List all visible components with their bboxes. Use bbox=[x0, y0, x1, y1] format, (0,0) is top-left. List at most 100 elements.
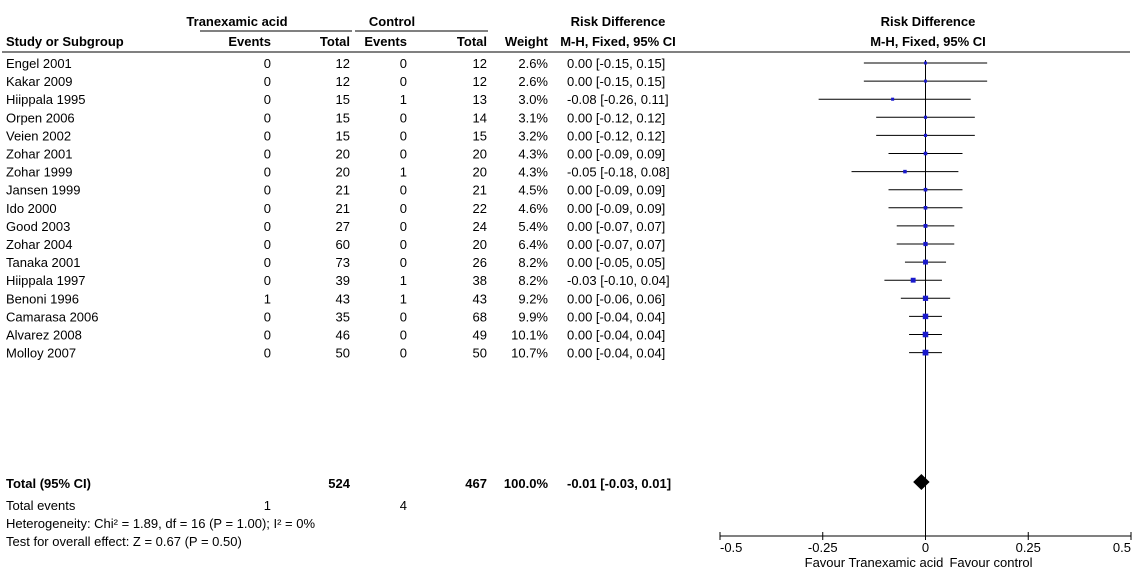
events-2: 0 bbox=[400, 74, 407, 89]
table-row: Engel 2001 0 12 0 12 2.6% 0.00 [-0.15, 0.15] bbox=[6, 56, 665, 71]
total-2: 38 bbox=[473, 273, 487, 288]
table-row: Tanaka 2001 0 73 0 26 8.2% 0.00 [-0.05, 0.05] bbox=[6, 255, 665, 270]
events-1: 0 bbox=[264, 165, 271, 180]
study-rows: Engel 2001 0 12 0 12 2.6% 0.00 [-0.15, 0.15]Ka… bbox=[6, 56, 670, 361]
point-estimate bbox=[903, 169, 907, 174]
events-1: 0 bbox=[264, 346, 271, 361]
weight: 10.7% bbox=[511, 346, 548, 361]
total-2: 12 bbox=[473, 56, 487, 71]
header-rd-title: Risk Difference bbox=[571, 14, 666, 29]
header-weight: Weight bbox=[505, 34, 549, 49]
total-1: 12 bbox=[336, 56, 350, 71]
ci-text: 0.00 [-0.12, 0.12] bbox=[567, 110, 665, 125]
point-estimate bbox=[922, 313, 929, 320]
ci-text: 0.00 [-0.05, 0.05] bbox=[567, 255, 665, 270]
total-label: Total (95% CI) bbox=[6, 476, 91, 491]
events-1: 0 bbox=[264, 219, 271, 234]
tick-label: 0.25 bbox=[1016, 540, 1041, 555]
favour-left-label: Favour Tranexamic acid bbox=[805, 555, 944, 570]
events-1: 0 bbox=[264, 110, 271, 125]
total-weight: 100.0% bbox=[504, 476, 549, 491]
weight: 9.2% bbox=[518, 291, 548, 306]
total-2: 26 bbox=[473, 255, 487, 270]
table-row: Benoni 1996 1 43 1 43 9.2% 0.00 [-0.06, 0.06] bbox=[6, 291, 665, 306]
total-1: 60 bbox=[336, 237, 350, 252]
total-2: 22 bbox=[473, 201, 487, 216]
total-2: 15 bbox=[473, 128, 487, 143]
events-1: 0 bbox=[264, 92, 271, 107]
point-estimate bbox=[923, 151, 928, 156]
total-2: 20 bbox=[473, 147, 487, 162]
header-total-1: Total bbox=[320, 34, 350, 49]
table-row: Hiippala 1997 0 39 1 38 8.2% -0.03 [-0.10, 0.0… bbox=[6, 273, 670, 288]
total-1: 35 bbox=[336, 309, 350, 324]
overall-effect-text: Test for overall effect: Z = 0.67 (P = 0… bbox=[6, 534, 242, 549]
weight: 4.5% bbox=[518, 183, 548, 198]
x-axis: -0.5 -0.25 0 0.25 0.5 bbox=[719, 532, 1132, 555]
study-name: Veien 2002 bbox=[6, 128, 71, 143]
total-2: 68 bbox=[473, 309, 487, 324]
header-plot-method: M-H, Fixed, 95% CI bbox=[870, 34, 986, 49]
total-1: 21 bbox=[336, 201, 350, 216]
weight: 4.3% bbox=[518, 165, 548, 180]
ci-text: 0.00 [-0.07, 0.07] bbox=[567, 237, 665, 252]
table-row: Good 2003 0 27 0 24 5.4% 0.00 [-0.07, 0.07] bbox=[6, 219, 665, 234]
events-1: 1 bbox=[264, 291, 271, 306]
events-2: 0 bbox=[400, 309, 407, 324]
total-1: 15 bbox=[336, 110, 350, 125]
weight: 3.2% bbox=[518, 128, 548, 143]
total-2: 20 bbox=[473, 165, 487, 180]
total-2: 13 bbox=[473, 92, 487, 107]
ci-text: -0.03 [-0.10, 0.04] bbox=[567, 273, 670, 288]
study-name: Jansen 1999 bbox=[6, 183, 80, 198]
total-1: 20 bbox=[336, 147, 350, 162]
study-name: Zohar 1999 bbox=[6, 165, 73, 180]
total-t1: 524 bbox=[328, 476, 350, 491]
ci-text: 0.00 [-0.15, 0.15] bbox=[567, 56, 665, 71]
table-row: Hiippala 1995 0 15 1 13 3.0% -0.08 [-0.26, 0.1… bbox=[6, 92, 669, 107]
total-2: 14 bbox=[473, 110, 487, 125]
weight: 8.2% bbox=[518, 255, 548, 270]
table-row: Molloy 2007 0 50 0 50 10.7% 0.00 [-0.04, 0.04] bbox=[6, 346, 665, 361]
ci-text: 0.00 [-0.15, 0.15] bbox=[567, 74, 665, 89]
table-row: Orpen 2006 0 15 0 14 3.1% 0.00 [-0.12, 0.12] bbox=[6, 110, 665, 125]
point-estimate bbox=[891, 97, 895, 101]
study-name: Hiippala 1997 bbox=[6, 273, 86, 288]
events-2: 0 bbox=[400, 237, 407, 252]
events-2: 1 bbox=[400, 273, 407, 288]
total-1: 39 bbox=[336, 273, 350, 288]
tick-label: -0.25 bbox=[808, 540, 838, 555]
table-row: Veien 2002 0 15 0 15 3.2% 0.00 [-0.12, 0.12] bbox=[6, 128, 665, 143]
point-estimate bbox=[923, 259, 928, 265]
table-row: Ido 2000 0 21 0 22 4.6% 0.00 [-0.09, 0.09] bbox=[6, 201, 665, 216]
table-row: Alvarez 2008 0 46 0 49 10.1% 0.00 [-0.04, 0.04… bbox=[6, 328, 665, 343]
ci-text: 0.00 [-0.12, 0.12] bbox=[567, 128, 665, 143]
study-name: Molloy 2007 bbox=[6, 346, 76, 361]
total-events-e2: 4 bbox=[400, 498, 407, 513]
point-estimate bbox=[923, 223, 928, 228]
events-2: 1 bbox=[400, 165, 407, 180]
study-name: Camarasa 2006 bbox=[6, 309, 99, 324]
weight: 10.1% bbox=[511, 328, 548, 343]
weight: 8.2% bbox=[518, 273, 548, 288]
weight: 6.4% bbox=[518, 237, 548, 252]
study-name: Kakar 2009 bbox=[6, 74, 73, 89]
ci-text: 0.00 [-0.09, 0.09] bbox=[567, 183, 665, 198]
total-2: 21 bbox=[473, 183, 487, 198]
plot-marks bbox=[818, 60, 988, 540]
weight: 2.6% bbox=[518, 56, 548, 71]
events-2: 0 bbox=[400, 328, 407, 343]
total-1: 27 bbox=[336, 219, 350, 234]
point-estimate bbox=[923, 241, 928, 247]
tick-label: -0.5 bbox=[720, 540, 742, 555]
events-1: 0 bbox=[264, 128, 271, 143]
events-2: 0 bbox=[400, 201, 407, 216]
study-name: Ido 2000 bbox=[6, 201, 57, 216]
study-name: Tanaka 2001 bbox=[6, 255, 80, 270]
ci-text: 0.00 [-0.09, 0.09] bbox=[567, 201, 665, 216]
header-events-2: Events bbox=[364, 34, 407, 49]
events-2: 0 bbox=[400, 346, 407, 361]
study-name: Good 2003 bbox=[6, 219, 70, 234]
events-1: 0 bbox=[264, 237, 271, 252]
total-t2: 467 bbox=[465, 476, 487, 491]
